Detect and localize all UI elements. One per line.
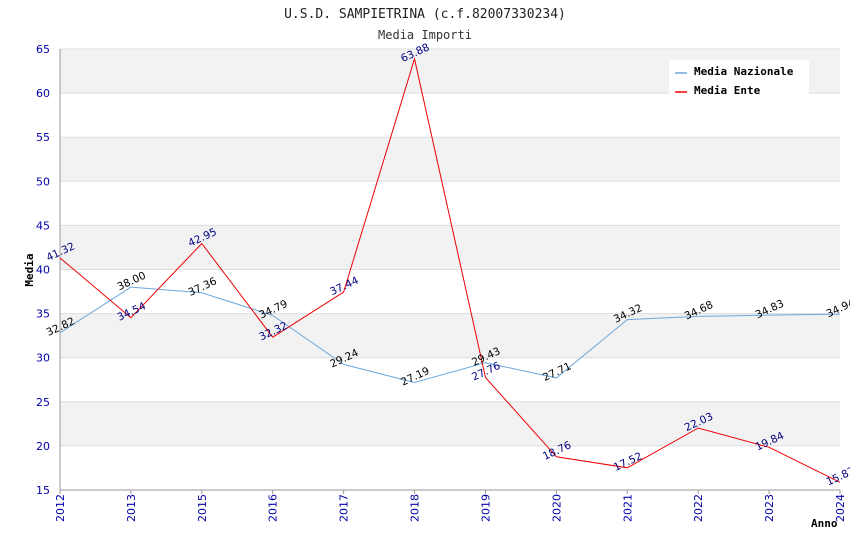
x-tick-label: 2019 [479, 494, 492, 522]
band-55 [60, 93, 840, 138]
band-25 [60, 357, 840, 402]
y-tick-label: 40 [36, 264, 50, 277]
legend-box [669, 60, 809, 96]
y-tick-label: 50 [36, 175, 50, 188]
series-line-media-ente [59, 56, 841, 483]
x-axis-label: Anno [811, 517, 838, 530]
axes [59, 49, 840, 491]
chart-subtitle: Media Importi [378, 28, 472, 42]
y-tick-label: 30 [36, 352, 50, 365]
x-tick-label: 2013 [125, 494, 138, 522]
band-50 [60, 137, 840, 182]
legend-label-media-nazionale: Media Nazionale [694, 65, 794, 78]
legend-label-media-ente: Media Ente [694, 84, 761, 97]
series-line-media-nazionale [59, 286, 841, 384]
band-15 [60, 445, 840, 490]
x-tick-label: 2024 [834, 494, 847, 522]
series-group [59, 56, 841, 483]
y-tick-label: 65 [36, 43, 50, 56]
y-tick-label: 25 [36, 396, 50, 409]
x-tick-label: 2020 [550, 494, 563, 522]
band-20 [60, 401, 840, 446]
x-axis-ticks: 2012 2013 2015 2016 2017 2018 2019 2020 2021 2022… [54, 490, 847, 522]
band-30 [60, 313, 840, 358]
x-tick-label: 2023 [763, 494, 776, 522]
y-tick-label: 20 [36, 440, 50, 453]
x-tick-label: 2015 [196, 494, 209, 522]
x-tick-label: 2012 [54, 494, 67, 522]
y-axis-label: Media [23, 253, 36, 286]
band-35 [60, 269, 840, 314]
x-tick-label: 2017 [338, 494, 351, 522]
y-tick-label: 55 [36, 131, 50, 144]
x-tick-label: 2016 [267, 494, 280, 522]
x-tick-label: 2018 [409, 494, 422, 522]
x-tick-label: 2022 [692, 494, 705, 522]
y-tick-label: 35 [36, 308, 50, 321]
y-tick-label: 15 [36, 484, 50, 497]
x-tick-label: 2021 [621, 494, 634, 522]
band-40 [60, 225, 840, 270]
y-tick-label: 45 [36, 219, 50, 232]
chart-title: U.S.D. SAMPIETRINA (c.f.82007330234) [284, 7, 566, 22]
y-tick-label: 60 [36, 87, 50, 100]
legend: Media Nazionale Media Ente [669, 60, 809, 97]
y-axis-ticks: 15 20 25 30 35 40 45 50 55 60 65 [36, 43, 50, 497]
